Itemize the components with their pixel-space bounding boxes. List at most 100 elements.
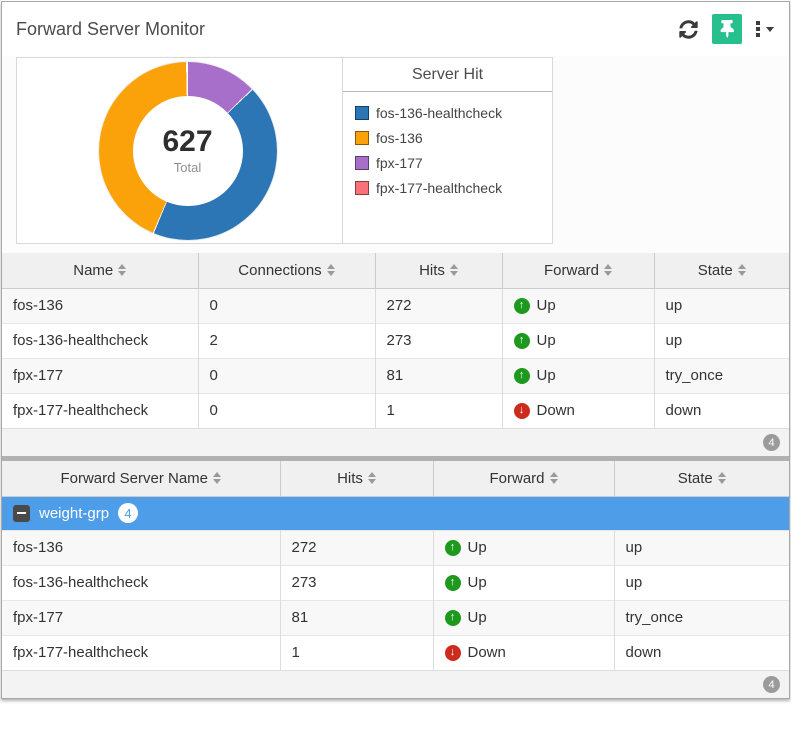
- donut-total: 627: [162, 124, 213, 158]
- forward-cell: Up: [501, 357, 654, 393]
- legend-label: fos-136-healthcheck: [376, 105, 503, 121]
- forward-cell: Up: [432, 564, 614, 600]
- column-label: State: [697, 261, 733, 279]
- servers-table-header-row: Name Connections Hits Forward State: [2, 253, 789, 289]
- forward-label: Up: [467, 609, 487, 626]
- name-cell: fpx-177: [2, 599, 280, 635]
- table-row[interactable]: fos-136-healthcheck 2 273 Up up: [2, 322, 789, 358]
- hits-cell: 272: [279, 529, 433, 565]
- forward-label: Up: [536, 297, 556, 314]
- forward-label: Up: [467, 539, 487, 556]
- forward-label: Down: [467, 644, 506, 662]
- table-row[interactable]: fpx-177-healthcheck 1 Down down: [2, 634, 789, 670]
- connections-cell: 0: [197, 392, 375, 428]
- servers-table: Name Connections Hits Forward State fos-…: [2, 253, 789, 428]
- forward-label: Up: [536, 367, 556, 384]
- column-label: Hits: [419, 261, 445, 279]
- hits-cell: 1: [279, 634, 433, 670]
- column-header-state[interactable]: State: [653, 253, 789, 289]
- table-row[interactable]: fos-136-healthcheck 273 Up up: [2, 564, 789, 600]
- sort-icon: [367, 472, 376, 485]
- table-row[interactable]: fpx-177 0 81 Up try_once: [2, 357, 789, 393]
- state-cell: try_once: [613, 599, 789, 635]
- donut-total-label: Total: [173, 159, 202, 175]
- kebab-icon: [756, 21, 760, 37]
- forward-label: Up: [536, 332, 556, 349]
- column-label: Forward Server Name: [60, 469, 209, 487]
- name-cell: fpx-177-healthcheck: [2, 634, 280, 670]
- donut-wrap: 627 Total: [17, 58, 342, 243]
- forward-cell: Up: [432, 529, 614, 565]
- legend-item: fpx-177: [355, 155, 552, 171]
- table-row[interactable]: fpx-177-healthcheck 0 1 Down down: [2, 392, 789, 428]
- column-label: Forward: [543, 261, 599, 279]
- column-header-connections[interactable]: Connections: [197, 253, 375, 289]
- column-label: Hits: [337, 469, 363, 487]
- hits-cell: 273: [374, 322, 502, 358]
- state-cell: try_once: [653, 357, 789, 393]
- name-cell: fos-136-healthcheck: [2, 322, 198, 358]
- legend-swatch-blue: [355, 106, 369, 120]
- forward-cell: Down: [432, 634, 614, 670]
- column-header-forward[interactable]: Forward: [501, 253, 654, 289]
- column-header-hits[interactable]: Hits: [374, 253, 502, 289]
- forward-status-icon: [444, 609, 461, 626]
- chevron-down-icon: [766, 26, 774, 36]
- server-hit-chart-panel: 627 Total Server Hit fos-136-healthcheck…: [16, 57, 553, 244]
- forward-status-icon: [513, 402, 530, 419]
- state-cell: down: [653, 392, 789, 428]
- column-header-state[interactable]: State: [613, 461, 789, 497]
- legend-swatch-pink: [355, 181, 369, 195]
- legend-title: Server Hit: [343, 58, 552, 92]
- refresh-button[interactable]: [676, 17, 701, 42]
- name-cell: fos-136: [2, 287, 198, 323]
- table-row[interactable]: fos-136 272 Up up: [2, 529, 789, 565]
- header-actions: [676, 14, 777, 44]
- column-header-hits[interactable]: Hits: [279, 461, 433, 497]
- group-cell: weight-grp 4: [2, 495, 789, 530]
- connections-cell: 0: [197, 357, 375, 393]
- servers-table-footer: 4: [2, 428, 789, 456]
- collapse-group-button[interactable]: [13, 504, 30, 522]
- legend-item: fos-136-healthcheck: [355, 105, 552, 121]
- name-cell: fos-136: [2, 529, 280, 565]
- state-cell: down: [613, 634, 789, 670]
- forward-cell: Down: [501, 392, 654, 428]
- forward-cell: Up: [501, 287, 654, 323]
- more-options-button[interactable]: [753, 18, 777, 40]
- legend-label: fpx-177: [376, 155, 423, 171]
- sort-icon: [213, 472, 222, 485]
- legend-label: fpx-177-healthcheck: [376, 180, 503, 196]
- state-cell: up: [613, 564, 789, 600]
- column-label: Connections: [238, 261, 322, 279]
- sort-icon: [737, 264, 746, 277]
- donut-chart: 627 Total: [98, 61, 277, 240]
- name-cell: fos-136-healthcheck: [2, 564, 280, 600]
- row-count-badge: 4: [763, 434, 780, 451]
- state-cell: up: [613, 529, 789, 565]
- group-table-footer: 4: [2, 670, 789, 698]
- column-label: Forward: [489, 469, 545, 487]
- column-header-forward-server-name[interactable]: Forward Server Name: [2, 461, 280, 497]
- connections-cell: 0: [197, 287, 375, 323]
- hits-cell: 272: [374, 287, 502, 323]
- legend-item: fpx-177-healthcheck: [355, 180, 552, 196]
- sort-icon: [717, 472, 726, 485]
- refresh-icon: [679, 19, 698, 39]
- sort-icon: [604, 264, 612, 277]
- legend-label: fos-136: [376, 130, 423, 146]
- pin-button[interactable]: [712, 14, 742, 44]
- group-count-badge: 4: [118, 503, 139, 523]
- forward-status-icon: [513, 367, 530, 384]
- state-cell: up: [653, 322, 789, 358]
- name-cell: fpx-177-healthcheck: [2, 392, 198, 428]
- group-row-weight-grp[interactable]: weight-grp 4: [2, 495, 789, 530]
- column-header-forward[interactable]: Forward: [432, 461, 614, 497]
- table-row[interactable]: fpx-177 81 Up try_once: [2, 599, 789, 635]
- forward-label: Up: [467, 574, 487, 591]
- table-row[interactable]: fos-136 0 272 Up up: [2, 287, 789, 323]
- column-label: Name: [73, 261, 114, 279]
- name-cell: fpx-177: [2, 357, 198, 393]
- column-header-name[interactable]: Name: [2, 253, 198, 289]
- hits-cell: 273: [279, 564, 433, 600]
